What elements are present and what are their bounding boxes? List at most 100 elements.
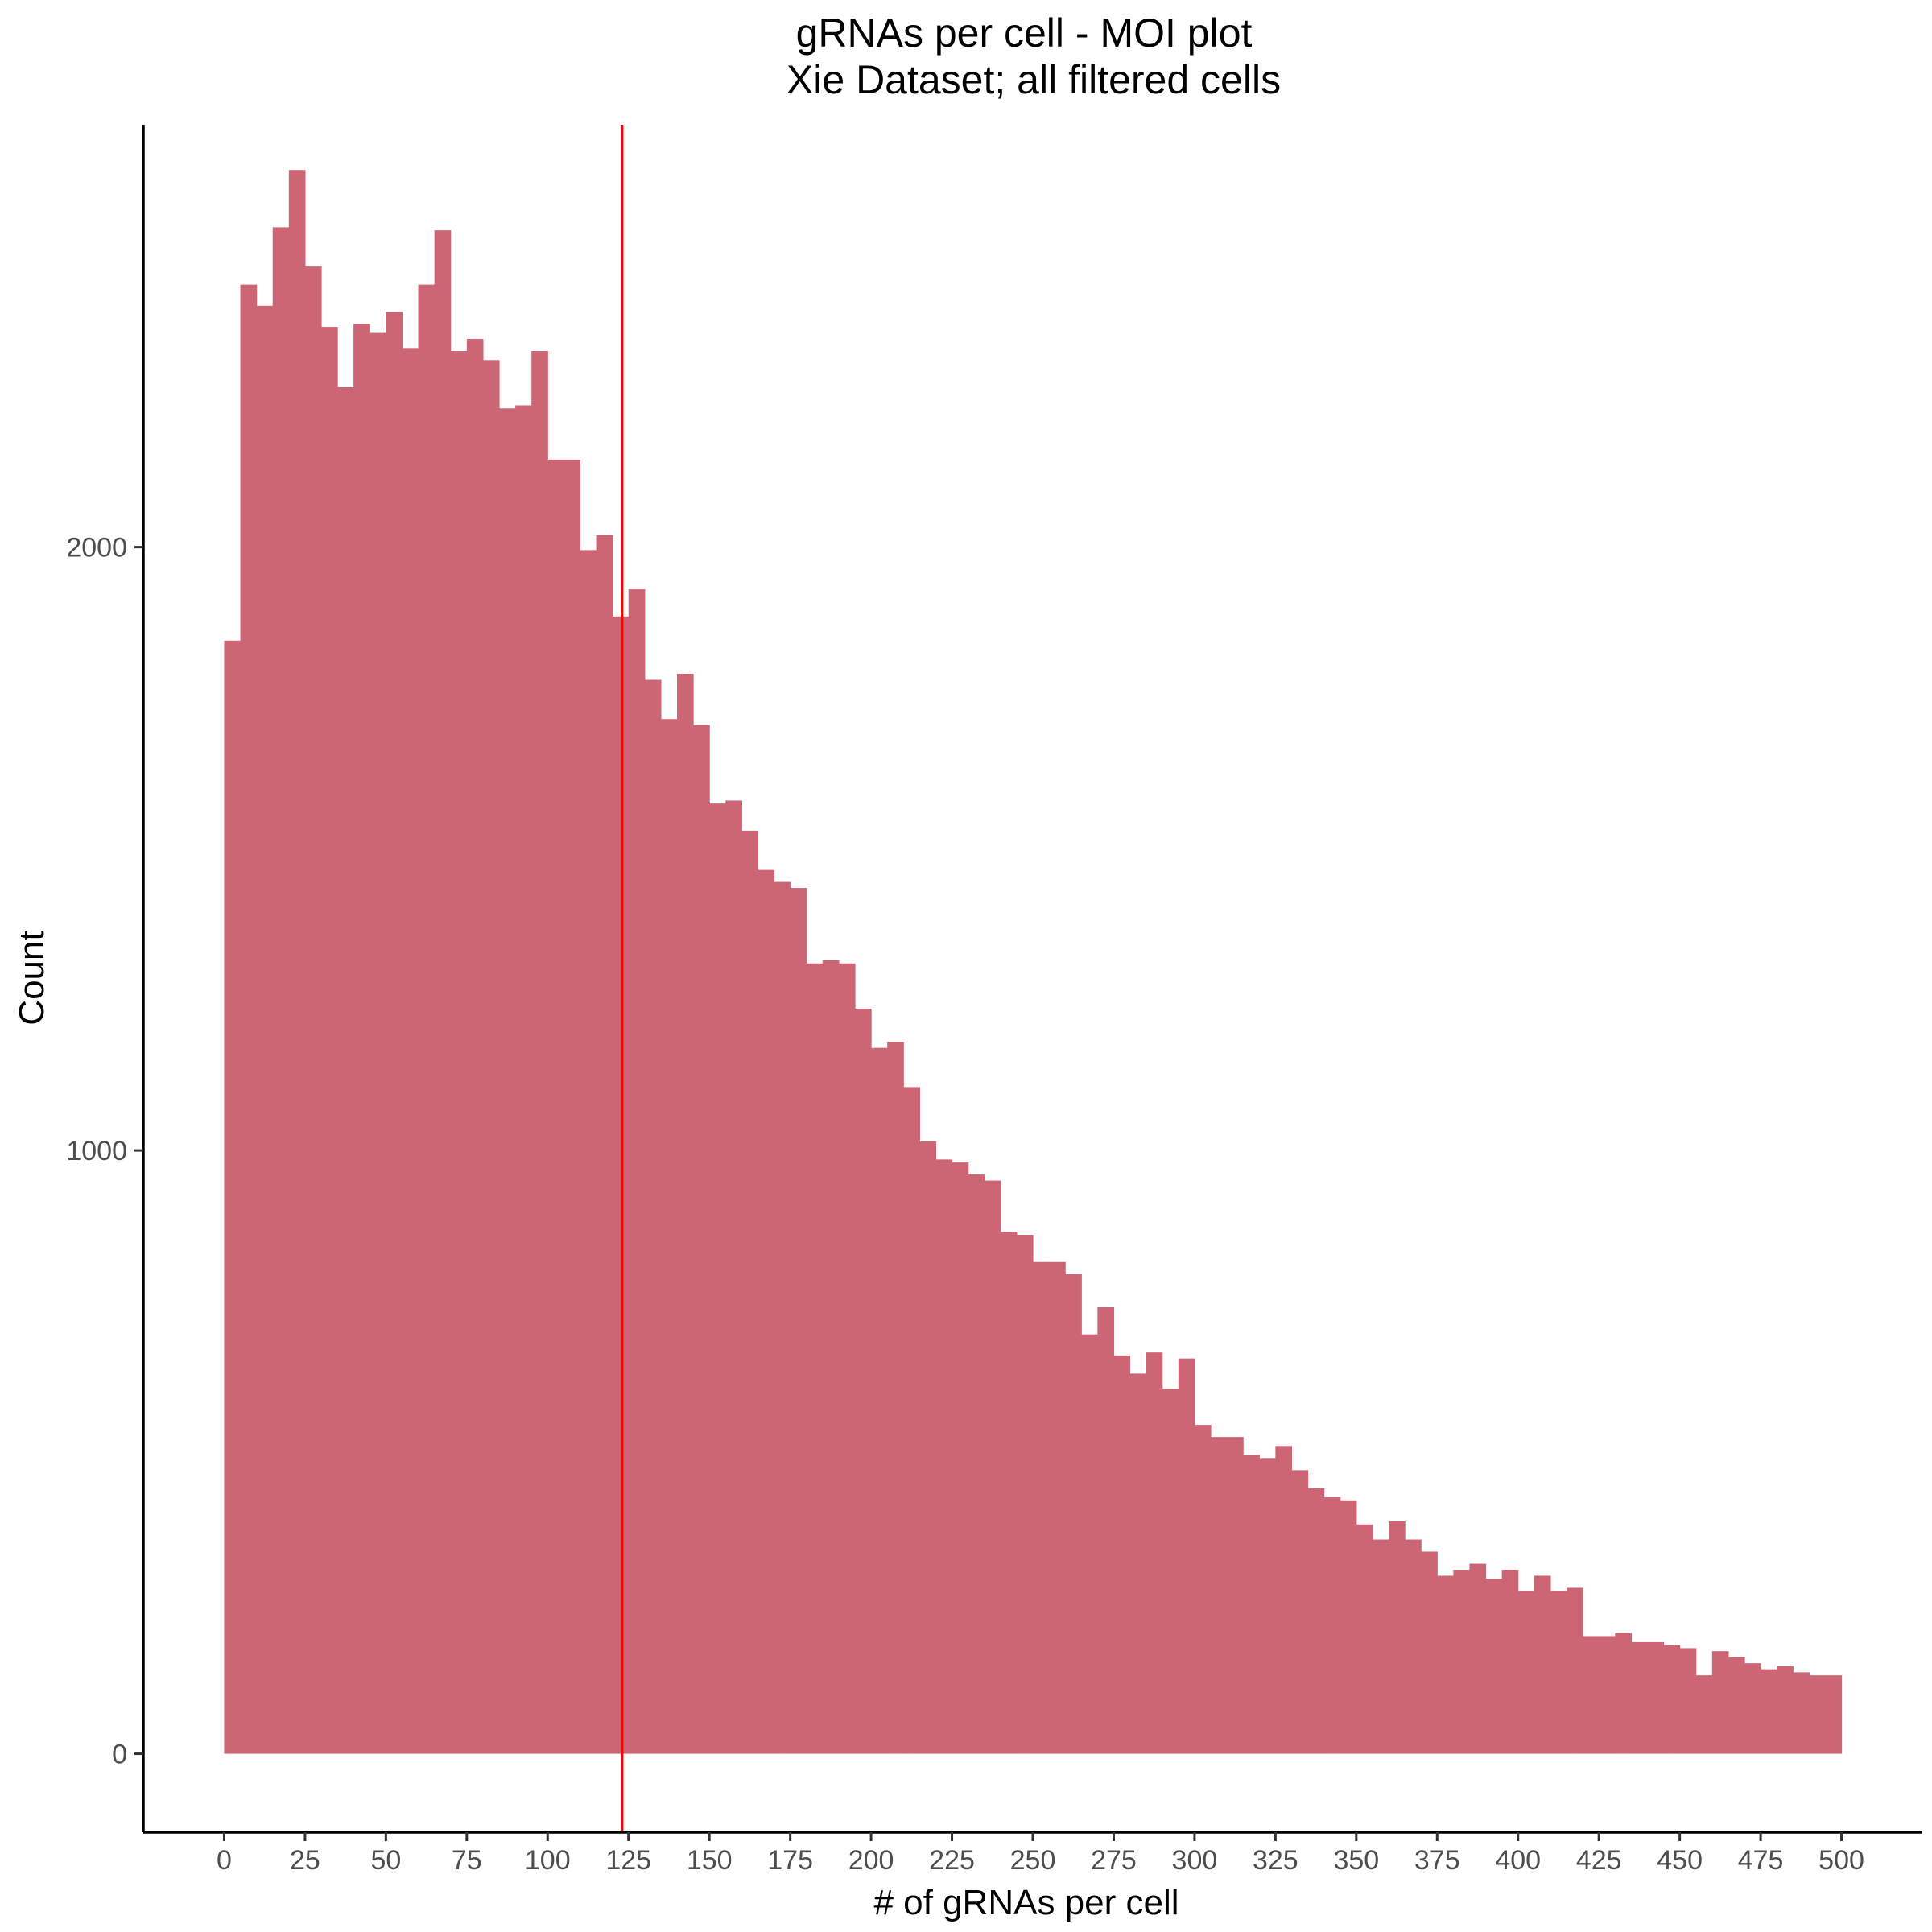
histogram-bar	[1485, 1579, 1503, 1754]
x-tick-label: 225	[929, 1845, 975, 1876]
histogram-bar	[984, 1180, 1001, 1754]
histogram-bar	[838, 963, 856, 1754]
histogram-bars	[224, 170, 1843, 1754]
histogram-bar	[1517, 1591, 1535, 1754]
x-tick-label: 25	[290, 1845, 320, 1876]
chart-title: gRNAs per cell - MOI plot	[796, 10, 1253, 56]
y-axis-title: Count	[12, 931, 52, 1025]
x-tick-label: 175	[767, 1845, 813, 1876]
x-tick-label: 500	[1818, 1845, 1864, 1876]
x-tick-label: 450	[1657, 1845, 1703, 1876]
x-tick-label: 150	[687, 1845, 733, 1876]
histogram-bar	[1405, 1539, 1422, 1754]
histogram-bar	[935, 1159, 953, 1754]
x-axis: 0 25 50 75 100 125 150 175 200 225 250 275 300 325 350…	[143, 1831, 1922, 1876]
histogram-bar	[1356, 1524, 1373, 1754]
histogram-bar	[709, 803, 726, 1754]
histogram-bar	[1113, 1355, 1131, 1754]
x-axis-title: # of gRNAs per cell	[873, 1883, 1179, 1922]
histogram-bar	[1081, 1334, 1098, 1754]
x-tick-label: 50	[370, 1845, 401, 1876]
histogram-bar	[450, 351, 468, 1754]
histogram-bar	[1194, 1425, 1212, 1754]
histogram-bar	[1162, 1389, 1179, 1754]
histogram-bar	[952, 1162, 969, 1754]
histogram-bar	[1744, 1663, 1761, 1754]
histogram-bar	[580, 550, 597, 1754]
histogram-bar	[677, 674, 694, 1754]
histogram-bar	[1469, 1563, 1487, 1754]
histogram-bar	[660, 719, 678, 1754]
histogram-bar	[1129, 1373, 1147, 1754]
histogram-bar	[1211, 1437, 1228, 1754]
histogram-bar	[1761, 1669, 1777, 1754]
histogram-bar	[1728, 1657, 1745, 1754]
histogram-bar	[1453, 1569, 1471, 1754]
histogram-bar	[1615, 1633, 1632, 1754]
x-tick-label: 125	[605, 1845, 651, 1876]
histogram-bar	[499, 408, 516, 1754]
histogram-bar	[806, 963, 824, 1754]
histogram-bar	[1146, 1352, 1163, 1754]
x-tick-label: 200	[848, 1845, 894, 1876]
histogram-bar	[1097, 1307, 1115, 1754]
y-tick-label: 1000	[66, 1136, 127, 1166]
histogram-bar	[1583, 1636, 1600, 1754]
histogram-bar	[1501, 1569, 1519, 1754]
histogram-bar	[1275, 1446, 1293, 1754]
histogram-bar	[1323, 1497, 1341, 1754]
histogram-bar	[256, 305, 274, 1754]
histogram-bar	[1049, 1261, 1066, 1754]
histogram-bar	[466, 339, 484, 1754]
histogram-bar	[887, 1042, 904, 1754]
x-tick-label: 325	[1253, 1845, 1298, 1876]
x-tick-label: 75	[452, 1845, 482, 1876]
x-tick-label: 250	[1010, 1845, 1056, 1876]
histogram-bar	[1647, 1641, 1665, 1754]
histogram-bar	[564, 459, 581, 1754]
x-tick-label: 475	[1738, 1845, 1784, 1876]
histogram-bar	[644, 679, 662, 1754]
histogram-bar	[903, 1087, 920, 1754]
histogram-bar	[1437, 1575, 1454, 1754]
histogram-bar	[1000, 1232, 1018, 1754]
histogram-bar	[1340, 1500, 1357, 1754]
histogram-bar	[1663, 1645, 1681, 1754]
y-tick-label: 0	[112, 1740, 127, 1770]
histogram-bar	[304, 266, 322, 1754]
histogram-bar	[1421, 1551, 1438, 1754]
histogram-bar	[1389, 1521, 1406, 1754]
histogram-bar	[1711, 1651, 1729, 1754]
histogram-bar	[693, 724, 710, 1754]
histogram-bar	[337, 387, 354, 1754]
x-tick-label: 425	[1576, 1845, 1622, 1876]
histogram-bar	[369, 332, 386, 1754]
histogram-bar	[353, 324, 370, 1754]
histogram-bar	[386, 312, 403, 1754]
histogram-bar	[628, 589, 646, 1754]
x-tick-label: 275	[1091, 1845, 1137, 1876]
histogram-bar	[1016, 1235, 1034, 1754]
y-tick-label: 2000	[66, 533, 127, 564]
histogram-bar	[1227, 1437, 1244, 1754]
x-tick-label: 375	[1414, 1845, 1460, 1876]
histogram-bar	[402, 348, 419, 1754]
histogram-bar	[515, 405, 532, 1754]
histogram-bar	[418, 284, 436, 1754]
histogram-bar	[1809, 1675, 1827, 1754]
histogram-bar	[1567, 1587, 1583, 1754]
histogram-bar	[1259, 1458, 1276, 1754]
y-axis: 0 1000 2000	[66, 125, 145, 1832]
histogram-bar	[224, 640, 242, 1754]
histogram-bar	[321, 327, 338, 1754]
x-tick-label: 350	[1333, 1845, 1379, 1876]
histogram-bar	[758, 869, 775, 1754]
chart-subtitle: Xie Dataset; all filtered cells	[786, 57, 1281, 102]
histogram-bar	[240, 284, 258, 1754]
histogram-bar	[1825, 1675, 1843, 1754]
histogram-bar	[547, 459, 564, 1754]
histogram-bar	[725, 800, 742, 1754]
histogram-bar	[1534, 1575, 1551, 1754]
x-tick-label: 400	[1495, 1845, 1541, 1876]
